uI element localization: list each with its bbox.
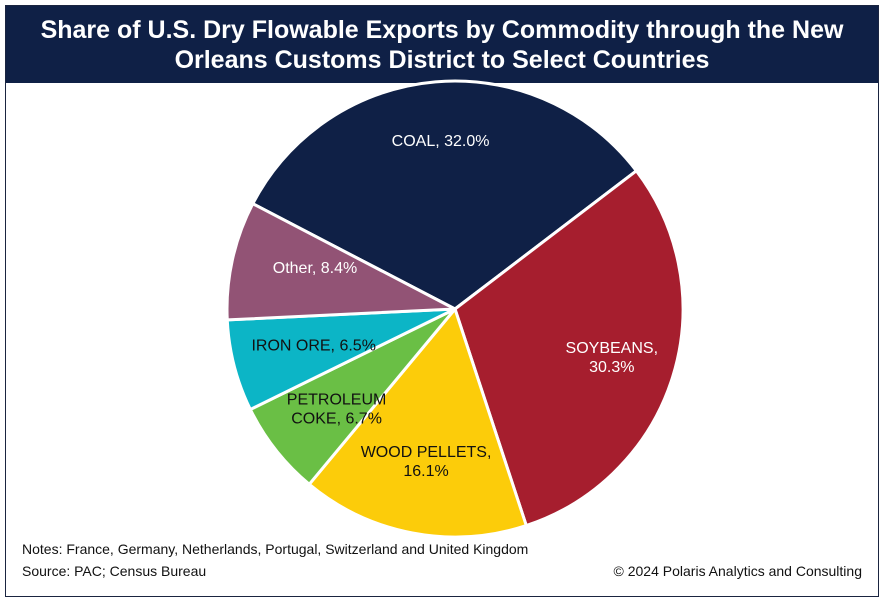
pie-label-iron-ore: IRON ORE, 6.5% — [251, 337, 375, 354]
pie-chart: COAL, 32.0% SOYBEANS, 30.3% WOOD PELLETS, 16… — [225, 79, 685, 539]
pie-label-soybeans: SOYBEANS, 30.3% — [566, 340, 658, 376]
pie-label-petroleum-coke: PETROLEUM COKE, 6.7% — [287, 392, 387, 428]
chart-notes: Notes: France, Germany, Netherlands, Por… — [22, 541, 529, 557]
pie-label-wood-pellets: WOOD PELLETS, 16.1% — [361, 444, 492, 480]
pie-label-coal: COAL, 32.0% — [392, 133, 490, 150]
pie-slice-wood-pellets — [307, 307, 528, 539]
pie-slice-other — [225, 202, 457, 322]
chart-source: Source: PAC; Census Bureau — [22, 563, 207, 579]
chart-frame: Share of U.S. Dry Flowable Exports by Co… — [5, 5, 879, 597]
chart-copyright: © 2024 Polaris Analytics and Consulting — [613, 563, 862, 579]
pie-label-other: Other, 8.4% — [273, 260, 358, 277]
pie-slice-soybeans — [453, 169, 685, 528]
chart-title: Share of U.S. Dry Flowable Exports by Co… — [6, 6, 878, 83]
